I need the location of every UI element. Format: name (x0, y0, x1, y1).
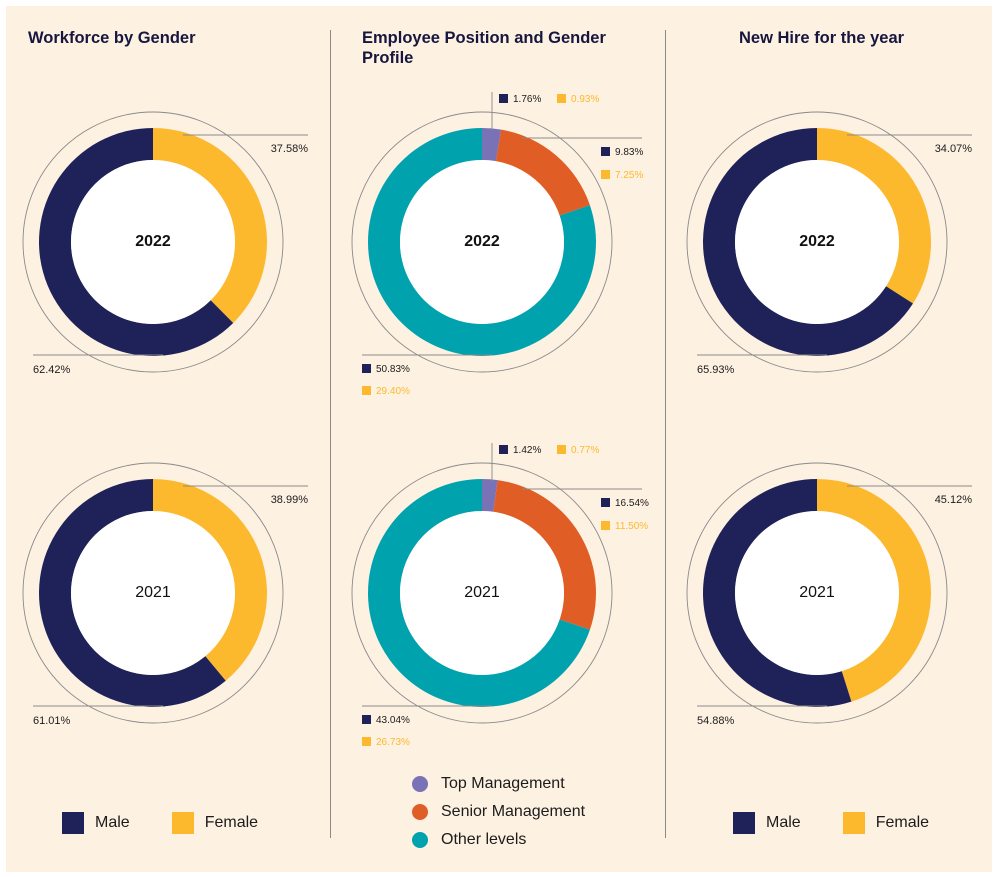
position-2022-label-senior-male: 9.83% (615, 147, 643, 158)
newhire-2021-slice-male (703, 479, 852, 707)
workforce-2022-slice-female (153, 128, 267, 324)
newhire-2022-label-female: 34.07% (935, 143, 973, 155)
position-2022-sq-other-male (362, 364, 371, 373)
legend-label-top-management: Top Management (441, 775, 565, 792)
workforce-2022-year-label: 2022 (135, 233, 171, 250)
position-2021-sq-other-male (362, 715, 371, 724)
workforce-2021-label-female: 38.99% (271, 494, 309, 506)
newhire-2021-outer-ring (686, 462, 948, 724)
column-divider-right (665, 30, 666, 838)
position-2022-label-other-male: 50.83% (376, 364, 410, 375)
legend-dot-other-levels (412, 832, 428, 848)
position-2021-label-other-male: 43.04% (376, 715, 410, 726)
position-2021-label-top-male: 1.42% (513, 445, 541, 456)
position-2021-slice-top-management (482, 479, 498, 512)
legend-item-male-right: Male (733, 812, 801, 834)
workforce-2022-outer-ring (22, 111, 284, 373)
position-2022-sq-senior-female (601, 170, 610, 179)
position-2021-sq-senior-female (601, 521, 610, 530)
position-2021-year-label: 2021 (464, 584, 500, 601)
legend-item-top-management: Top Management (412, 770, 585, 798)
newhire-2022-outer-ring (686, 111, 948, 373)
workforce-2021-outer-ring (22, 462, 284, 724)
position-2022-label-top-female: 0.93% (571, 94, 599, 105)
workforce-2022-slice-male (38, 128, 234, 356)
legend-label-senior-management: Senior Management (441, 803, 586, 820)
workforce-2022-center (71, 160, 235, 324)
legend-item-male: Male (62, 812, 130, 834)
donut-charts: 2022 37.58% 62.42% 2021 38.99% 61.01% 2022 34.0… (22, 92, 973, 748)
workforce-2021-slice-male (39, 479, 226, 707)
workforce-2021-slice-female (153, 479, 268, 681)
newhire-2022-label-male: 65.93% (697, 364, 735, 376)
gender-legend-left: Male Female (62, 812, 258, 834)
position-2022-slice-senior-management (495, 129, 590, 216)
gender-legend-right: Male Female (733, 812, 929, 834)
position-2022-slice-top-management (482, 128, 502, 162)
workforce-2022-label-male: 62.42% (33, 364, 71, 376)
newhire-2022-year-label: 2022 (799, 233, 835, 250)
infographic-panel: Workforce by Gender Employee Position an… (6, 6, 992, 872)
position-2021-label-top-female: 0.77% (571, 445, 599, 456)
position-2022-sq-senior-male (601, 147, 610, 156)
workforce-2021-center (71, 511, 235, 675)
legend-item-senior-management: Senior Management (412, 798, 585, 826)
position-2022-center (400, 160, 564, 324)
position-2021-label-senior-female: 11.50% (615, 521, 648, 532)
legend-label-female: Female (204, 814, 259, 831)
newhire-2021-label-male: 54.88% (697, 715, 735, 727)
legend-dot-senior-management (412, 804, 428, 820)
legend-label-female-right: Female (875, 814, 930, 831)
position-2022-label-top-male: 1.76% (513, 94, 541, 105)
position-2022-sq-top-male (499, 94, 508, 103)
workforce-2022-label-female: 37.58% (271, 143, 309, 155)
title-new-hire: New Hire for the year (739, 29, 905, 47)
newhire-2022-center (735, 160, 899, 324)
legend-dot-top-management (412, 776, 428, 792)
position-2021-label-senior-male: 16.54% (615, 498, 649, 509)
position-2022-label-senior-female: 7.25% (615, 170, 643, 181)
position-2021-sq-other-female (362, 737, 371, 746)
legend-item-female-right: Female (842, 812, 930, 834)
legend-swatch-female-right (842, 812, 865, 834)
newhire-2022-slice-male (703, 128, 913, 356)
position-2021-center (400, 511, 564, 675)
legend-swatch-male-right (733, 812, 755, 834)
legend-label-male: Male (95, 814, 130, 831)
newhire-2021-slice-female (817, 479, 931, 702)
title-workforce-by-gender: Workforce by Gender (28, 29, 196, 47)
legend-item-female: Female (171, 812, 259, 834)
legend-swatch-female (171, 812, 194, 834)
legend-label-other-levels: Other levels (441, 831, 527, 848)
position-2021-outer-ring (351, 462, 613, 724)
workforce-2021-year-label: 2021 (135, 584, 171, 601)
column-divider-left (330, 30, 331, 838)
title-employee-position: Employee Position and Gender Profile (362, 29, 606, 67)
position-2022-outer-ring (351, 111, 613, 373)
legend-swatch-male (62, 812, 84, 834)
position-2022-sq-other-female (362, 386, 371, 395)
legend-label-male-right: Male (766, 814, 801, 831)
position-legend: Top Management Senior Management Other l… (412, 770, 585, 854)
position-2021-sq-top-female (557, 445, 566, 454)
position-2022-label-other-female: 29.40% (376, 386, 410, 397)
newhire-2021-year-label: 2021 (799, 584, 835, 601)
position-2021-sq-top-male (499, 445, 508, 454)
position-2022-sq-top-female (557, 94, 566, 103)
legend-item-other-levels: Other levels (412, 826, 585, 854)
newhire-2021-label-female: 45.12% (935, 494, 973, 506)
workforce-2021-label-male: 61.01% (33, 715, 71, 727)
position-2021-slice-senior-management (493, 480, 596, 630)
position-2021-label-other-female: 26.73% (376, 737, 410, 748)
position-2021-sq-senior-male (601, 498, 610, 507)
newhire-2022-slice-female (817, 128, 931, 304)
newhire-2021-center (735, 511, 899, 675)
position-2022-year-label: 2022 (464, 233, 500, 250)
